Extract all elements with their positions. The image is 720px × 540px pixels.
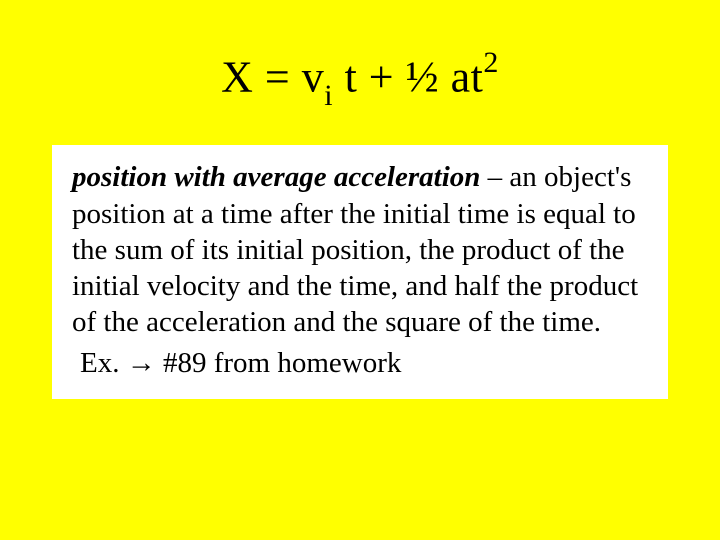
formula-t: t bbox=[345, 53, 358, 102]
formula-plus: + bbox=[357, 53, 405, 102]
formula-half: ½ bbox=[406, 53, 451, 102]
slide: X = vi t + ½ at2 position with average a… bbox=[0, 0, 720, 540]
definition-box: position with average acceleration – an … bbox=[52, 145, 668, 399]
example-line: Ex. → #89 from homework bbox=[72, 345, 648, 381]
formula-a: a bbox=[451, 53, 471, 102]
definition-lead: position with average acceleration bbox=[72, 161, 480, 193]
formula-sub-i: i bbox=[324, 79, 333, 112]
example-rest: #89 from homework bbox=[156, 347, 402, 379]
formula-eq: = bbox=[253, 53, 301, 102]
formula-sup-2: 2 bbox=[483, 46, 499, 79]
formula-v: v bbox=[302, 53, 325, 102]
definition-text: position with average acceleration – an … bbox=[72, 159, 648, 340]
formula-t2: t bbox=[471, 53, 484, 102]
arrow-icon: → bbox=[127, 347, 156, 379]
formula-X: X bbox=[221, 53, 253, 102]
definition-dash: – bbox=[480, 161, 509, 193]
kinematic-formula: X = vi t + ½ at2 bbox=[50, 50, 670, 109]
formula-space bbox=[333, 53, 345, 102]
example-prefix: Ex. bbox=[80, 347, 127, 379]
